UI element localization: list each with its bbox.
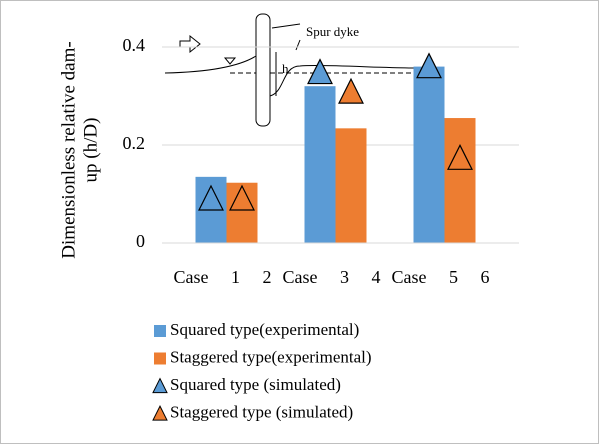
water-surface — [164, 55, 257, 74]
water-surface — [269, 64, 416, 97]
y-tick-label: 0 — [136, 231, 145, 251]
legend-label: Staggered type(experimental) — [170, 347, 372, 366]
triangle-marker — [416, 52, 442, 79]
triangle-marker — [307, 58, 333, 85]
pile — [255, 13, 271, 127]
bar — [304, 86, 336, 243]
y-axis-label: Dimensionless relative dam- — [58, 41, 79, 258]
annotation: Spur dyke — [306, 24, 359, 39]
legend-swatch — [152, 404, 168, 421]
triangle-marker — [229, 184, 255, 211]
bar — [444, 118, 476, 243]
x-tick-label: Case 1 2 — [174, 267, 272, 287]
bar — [413, 66, 445, 243]
legend-label: Squared type (simulated) — [170, 375, 341, 394]
legend-label: Staggered type (simulated) — [170, 402, 353, 421]
annotation: h — [282, 61, 289, 76]
bar — [335, 128, 367, 243]
x-tick-label: Case 5 6 — [392, 267, 490, 287]
leader — [271, 23, 301, 29]
y-tick-label: 0.4 — [123, 35, 146, 55]
y-axis-label: up (h/D) — [80, 118, 101, 183]
surface-symbol — [223, 57, 237, 65]
legend-swatch — [152, 377, 168, 394]
legend-swatch — [154, 325, 166, 337]
legend-label: Squared type(experimental) — [170, 320, 359, 339]
triangle-marker — [198, 184, 224, 211]
triangle-marker — [447, 143, 473, 170]
legend-swatch — [154, 352, 166, 365]
x-tick-label: Case 3 4 — [283, 267, 381, 287]
leader — [295, 39, 301, 51]
y-tick-label: 0.2 — [123, 133, 146, 153]
triangle-marker — [338, 77, 364, 104]
